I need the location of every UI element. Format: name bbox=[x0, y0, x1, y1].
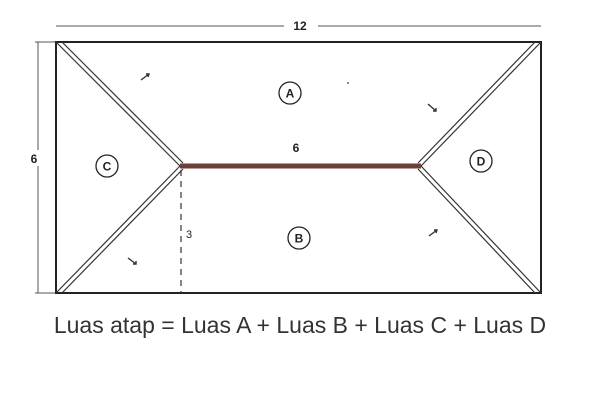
half-height-label: 3 bbox=[186, 229, 192, 241]
region-a-marker: A bbox=[278, 81, 302, 105]
hip-line-bottom-left-inner bbox=[61, 168, 184, 294]
slope-mark-b-right bbox=[428, 229, 438, 237]
region-c-label: C bbox=[103, 160, 112, 174]
speck bbox=[347, 82, 349, 84]
hip-line-bottom-left bbox=[55, 165, 181, 294]
region-c-marker: C bbox=[95, 154, 119, 178]
region-d-marker: D bbox=[469, 149, 493, 173]
slope-mark-a-left bbox=[140, 73, 150, 81]
slope-mark-b-left bbox=[127, 257, 137, 265]
hip-line-bottom-right bbox=[420, 165, 542, 294]
region-a-label: A bbox=[286, 87, 295, 101]
hip-lines bbox=[55, 41, 542, 294]
slope-mark-a-right bbox=[427, 103, 437, 112]
top-width-label: 12 bbox=[293, 19, 307, 33]
hip-line-bottom-right-inner bbox=[417, 168, 536, 294]
hip-line-top-left bbox=[55, 41, 181, 167]
ridge-length-label: 6 bbox=[293, 141, 300, 155]
left-height-label: 6 bbox=[31, 152, 38, 166]
hip-line-top-left-inner bbox=[61, 41, 184, 164]
slope-arrow-marks bbox=[127, 73, 438, 265]
region-b-marker: B bbox=[287, 226, 311, 250]
region-b-label: B bbox=[295, 232, 304, 246]
hip-line-top-right-inner bbox=[417, 41, 536, 164]
roof-outline bbox=[55, 41, 542, 294]
region-d-label: D bbox=[477, 155, 486, 169]
left-dimension-gap bbox=[26, 150, 40, 166]
area-formula: Luas atap = Luas A + Luas B + Luas C + L… bbox=[53, 312, 547, 338]
hip-line-top-right bbox=[420, 41, 542, 167]
